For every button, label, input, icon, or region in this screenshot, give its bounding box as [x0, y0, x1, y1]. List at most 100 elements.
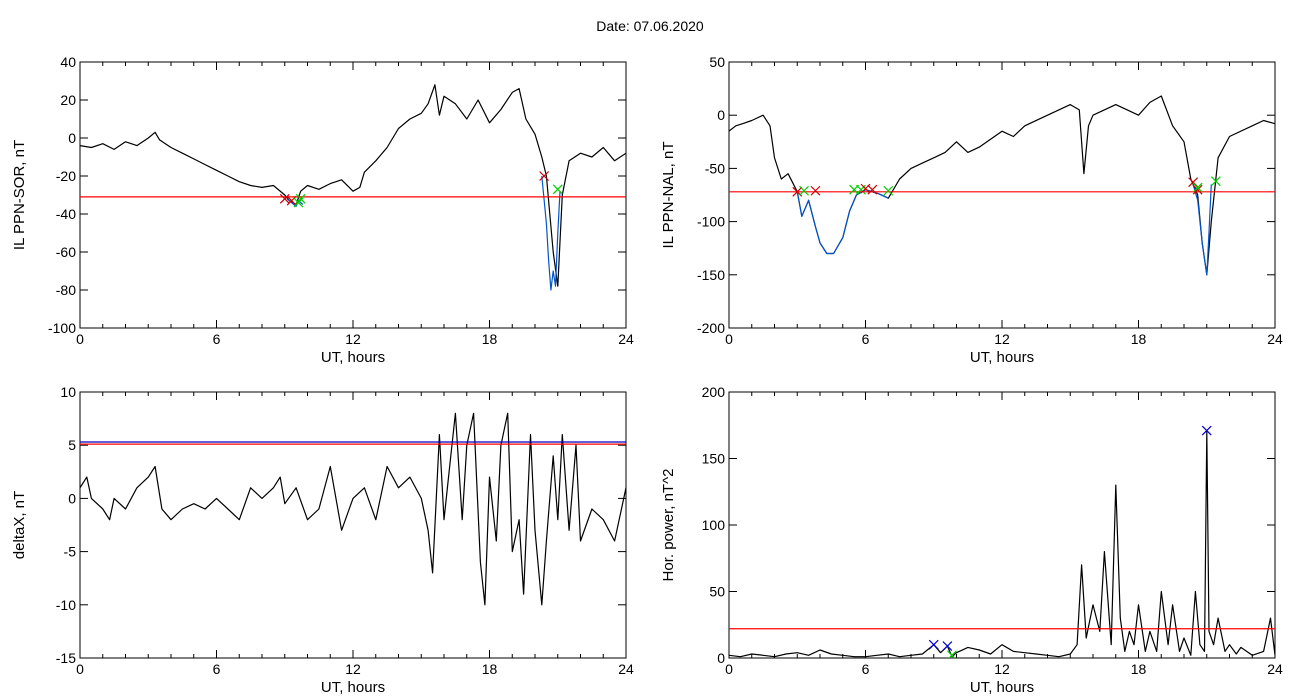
x-axis-label: UT, hours	[970, 349, 1034, 366]
x-marker	[1192, 182, 1203, 193]
x-marker-stroke	[799, 185, 809, 196]
x-tick-label: 18	[482, 331, 498, 347]
x-marker-stroke	[552, 184, 563, 195]
x-marker-stroke	[792, 186, 803, 197]
x-marker-stroke	[539, 171, 550, 181]
plot-area	[729, 425, 1275, 658]
x-marker-stroke	[1210, 176, 1221, 187]
x-marker-stroke	[810, 185, 821, 196]
series-line-0	[729, 431, 1275, 658]
x-tick-label: 18	[1131, 331, 1147, 347]
x-marker	[883, 185, 894, 196]
x-tick-label: 12	[994, 661, 1010, 677]
x-tick-label: 6	[213, 331, 221, 347]
x-tick-label: 24	[618, 331, 634, 347]
series-line-0	[80, 412, 626, 606]
x-tick-label: 0	[725, 661, 733, 677]
y-tick-label: -50	[705, 160, 725, 176]
x-tick-label: 6	[862, 331, 870, 347]
x-marker	[1201, 425, 1212, 436]
x-marker	[295, 193, 306, 204]
x-tick-label: 6	[862, 661, 870, 677]
plot-area	[729, 95, 1275, 276]
y-tick-label: -100	[697, 214, 725, 230]
y-tick-label: -20	[56, 168, 76, 184]
x-axis-label: UT, hours	[321, 349, 385, 366]
y-tick-label: 50	[709, 54, 725, 70]
y-axis-label: Hor. power, nT^2	[660, 469, 677, 582]
x-marker	[942, 641, 953, 651]
y-tick-label: -150	[697, 267, 725, 283]
x-marker-stroke	[867, 184, 878, 195]
x-marker-stroke	[1192, 182, 1203, 193]
y-tick-label: 0	[68, 490, 76, 506]
series-line-2	[1192, 184, 1212, 276]
series-line-2	[286, 198, 304, 207]
plot-area	[80, 412, 626, 606]
series-line-1	[541, 175, 561, 291]
y-tick-label: -200	[697, 320, 725, 336]
series-line-0	[80, 84, 626, 287]
y-tick-label: 0	[717, 107, 725, 123]
x-marker	[286, 195, 297, 206]
x-axis-label: UT, hours	[321, 679, 385, 696]
x-marker	[810, 185, 821, 196]
x-tick-label: 24	[1267, 331, 1283, 347]
x-marker	[539, 171, 550, 181]
x-marker-stroke	[948, 650, 957, 658]
x-axis-label: UT, hours	[970, 679, 1034, 696]
y-axis-label: IL PPN-SOR, nT	[11, 140, 28, 250]
x-marker	[1210, 176, 1221, 187]
y-tick-label: 50	[709, 584, 725, 600]
y-tick-label: 0	[717, 650, 725, 666]
y-tick-label: 0	[68, 130, 76, 146]
plot-area	[80, 84, 626, 291]
y-tick-label: -80	[56, 282, 76, 298]
x-tick-label: 24	[618, 661, 634, 677]
x-marker-stroke	[942, 641, 953, 651]
x-marker	[1192, 184, 1203, 195]
x-tick-label: 18	[482, 661, 498, 677]
y-tick-label: -10	[56, 597, 76, 613]
figure-title: Date: 07.06.2020	[596, 18, 704, 34]
x-marker	[279, 193, 290, 204]
y-tick-label: -100	[48, 320, 76, 336]
panel-il-ppn-nal: 0 6 12 18 24 50 0 -50 -100 -150 -200 UT, hours IL PP…	[660, 54, 1283, 366]
x-tick-label: 12	[345, 661, 361, 677]
x-marker-stroke	[928, 639, 939, 650]
y-tick-label: 5	[68, 437, 76, 453]
x-marker	[867, 184, 878, 195]
x-marker	[552, 184, 563, 195]
y-tick-label: 20	[60, 92, 76, 108]
x-tick-label: 12	[994, 331, 1010, 347]
y-axis-label: deltaX, nT	[11, 491, 28, 559]
x-marker-stroke	[286, 195, 297, 206]
y-tick-label: 40	[60, 54, 76, 70]
x-marker-stroke	[295, 193, 306, 204]
x-tick-label: 12	[345, 331, 361, 347]
x-marker-stroke	[279, 193, 290, 204]
x-marker-stroke	[1192, 184, 1203, 195]
y-tick-label: 150	[702, 451, 726, 467]
x-tick-label: 6	[213, 661, 221, 677]
panel-hor-power: 0 6 12 18 24 200 150 100 50 0 UT, hours Hor. power,…	[660, 384, 1283, 696]
y-tick-label: 10	[60, 384, 76, 400]
y-tick-label: -5	[64, 544, 77, 560]
x-marker-stroke	[883, 185, 894, 196]
x-marker	[947, 650, 957, 658]
x-tick-label: 24	[1267, 661, 1283, 677]
plot-frame	[79, 391, 627, 659]
series-line-1	[796, 189, 889, 255]
panel-il-ppn-sor: 0 6 12 18 24 40 20 0 -20 -40 -60 -80 -100 UT, hours IL…	[11, 54, 634, 366]
x-marker-stroke	[1201, 425, 1212, 436]
y-tick-label: 200	[702, 384, 726, 400]
y-tick-label: -40	[56, 206, 76, 222]
x-marker	[928, 639, 939, 650]
x-marker	[799, 185, 809, 196]
x-marker-stroke	[1188, 177, 1199, 188]
panel-deltax: 0 6 12 18 24 10 5 0 -5 -10 -15 UT, hours deltaX, nT	[11, 384, 634, 696]
y-axis-label: IL PPN-NAL, nT	[660, 142, 677, 249]
y-tick-label: -60	[56, 244, 76, 260]
x-tick-label: 0	[76, 661, 84, 677]
